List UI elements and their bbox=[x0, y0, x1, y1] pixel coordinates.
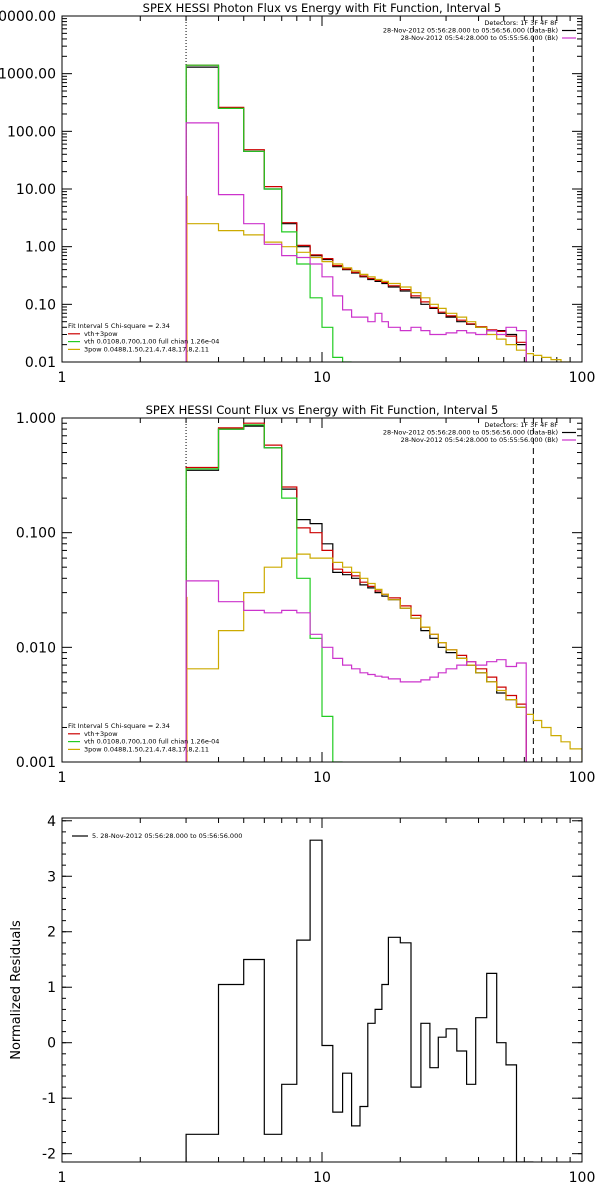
y-tick-label: 1.00 bbox=[25, 240, 56, 256]
y-tick-label: 0.01 bbox=[25, 355, 56, 371]
x-tick-label: 10 bbox=[313, 770, 331, 786]
y-tick-label: 4 bbox=[47, 814, 56, 830]
legend-text: Detectors: 1F 3F 4F 8F bbox=[484, 19, 558, 27]
chart-title: SPEX HESSI Photon Flux vs Energy with Fi… bbox=[143, 1, 502, 15]
series-line-vth bbox=[185, 64, 352, 362]
x-tick-label: 100 bbox=[569, 370, 596, 386]
series-line-residuals bbox=[185, 839, 534, 1162]
x-tick-label: 10 bbox=[313, 1170, 331, 1186]
y-tick-label: 0 bbox=[47, 1036, 56, 1052]
chart-panel-2: SPEX HESSI Count Flux vs Energy with Fit… bbox=[16, 403, 595, 786]
y-tick-label: 3 bbox=[47, 869, 56, 885]
y-tick-label: 1000.00 bbox=[0, 67, 56, 83]
plot-frame bbox=[61, 417, 583, 763]
x-tick-label: 100 bbox=[569, 770, 596, 786]
series-line-vth-3pow bbox=[185, 422, 527, 762]
x-tick-label: 100 bbox=[569, 1170, 596, 1186]
legend-text: 28-Nov-2012 05:54:28.000 to 05:55:56.000… bbox=[401, 34, 558, 42]
y-tick-label: 10.00 bbox=[16, 182, 56, 198]
y-tick-label: 100.00 bbox=[7, 124, 56, 140]
legend-text: Fit Interval 5 Chi-square = 2.34 bbox=[68, 322, 170, 330]
y-tick-label: 0.10 bbox=[25, 297, 56, 313]
legend-text: 3pow 0.0488,1.50,21.4,7.48,17.8,2.11 bbox=[84, 345, 209, 353]
chart-title: SPEX HESSI Count Flux vs Energy with Fit… bbox=[146, 403, 499, 417]
y-tick-label: 0.010 bbox=[16, 640, 56, 656]
legend-text: Fit Interval 5 Chi-square = 2.34 bbox=[68, 722, 170, 730]
legend-text: 28-Nov-2012 05:56:28.000 to 05:56:56.000… bbox=[383, 429, 558, 437]
legend-text: vth 0.0108,0.700,1.00 full chian 1.26e-0… bbox=[84, 338, 219, 346]
y-tick-label: 2 bbox=[47, 925, 56, 941]
y-tick-label: 0.100 bbox=[16, 526, 56, 542]
chart-panel-3: 1 10 100 -2 -1 0 1 2 3 4 Normalized Residuals 5. 28… bbox=[9, 814, 595, 1186]
legend-text: 5. 28-Nov-2012 05:56:28.000 to 05:56:56.… bbox=[92, 832, 242, 840]
chart-panel-1: SPEX HESSI Photon Flux vs Energy with Fi… bbox=[0, 1, 595, 386]
y-tick-label: -1 bbox=[42, 1091, 56, 1107]
plot-frame bbox=[61, 817, 583, 1163]
series-line-bk bbox=[185, 580, 527, 762]
x-tick-label: 10 bbox=[313, 370, 331, 386]
legend-text: vth+3pow bbox=[84, 730, 118, 738]
y-tick-label: -2 bbox=[42, 1147, 56, 1163]
legend-text: Detectors: 1F 3F 4F 8F bbox=[484, 421, 558, 429]
series-line-3pow bbox=[185, 223, 571, 362]
series-line-bk bbox=[185, 122, 527, 362]
legend-text: 28-Nov-2012 05:56:28.000 to 05:56:56.000… bbox=[383, 27, 558, 35]
y-tick-label: 0.001 bbox=[16, 755, 56, 771]
x-tick-label: 1 bbox=[58, 370, 67, 386]
series-line-3pow bbox=[185, 553, 582, 762]
y-tick-label: 1 bbox=[47, 980, 56, 996]
legend-text: 3pow 0.0488,1.50,21.4,7.48,17.8,2.11 bbox=[84, 745, 209, 753]
x-tick-label: 1 bbox=[58, 770, 67, 786]
y-tick-label: 1.000 bbox=[16, 411, 56, 427]
legend-text: 28-Nov-2012 05:54:28.000 to 05:55:56.000… bbox=[401, 436, 558, 444]
legend-text: vth 0.0108,0.700,1.00 full chian 1.26e-0… bbox=[84, 738, 219, 746]
series-line-vth bbox=[185, 424, 343, 762]
legend-text: vth+3pow bbox=[84, 330, 118, 338]
series-line-data-bk bbox=[185, 425, 527, 762]
x-tick-label: 1 bbox=[58, 1170, 67, 1186]
series-line-data-bk bbox=[185, 66, 527, 362]
y-tick-label: 10000.00 bbox=[0, 9, 56, 25]
y-axis-label: Normalized Residuals bbox=[9, 920, 24, 1060]
plot-frame bbox=[61, 15, 583, 363]
